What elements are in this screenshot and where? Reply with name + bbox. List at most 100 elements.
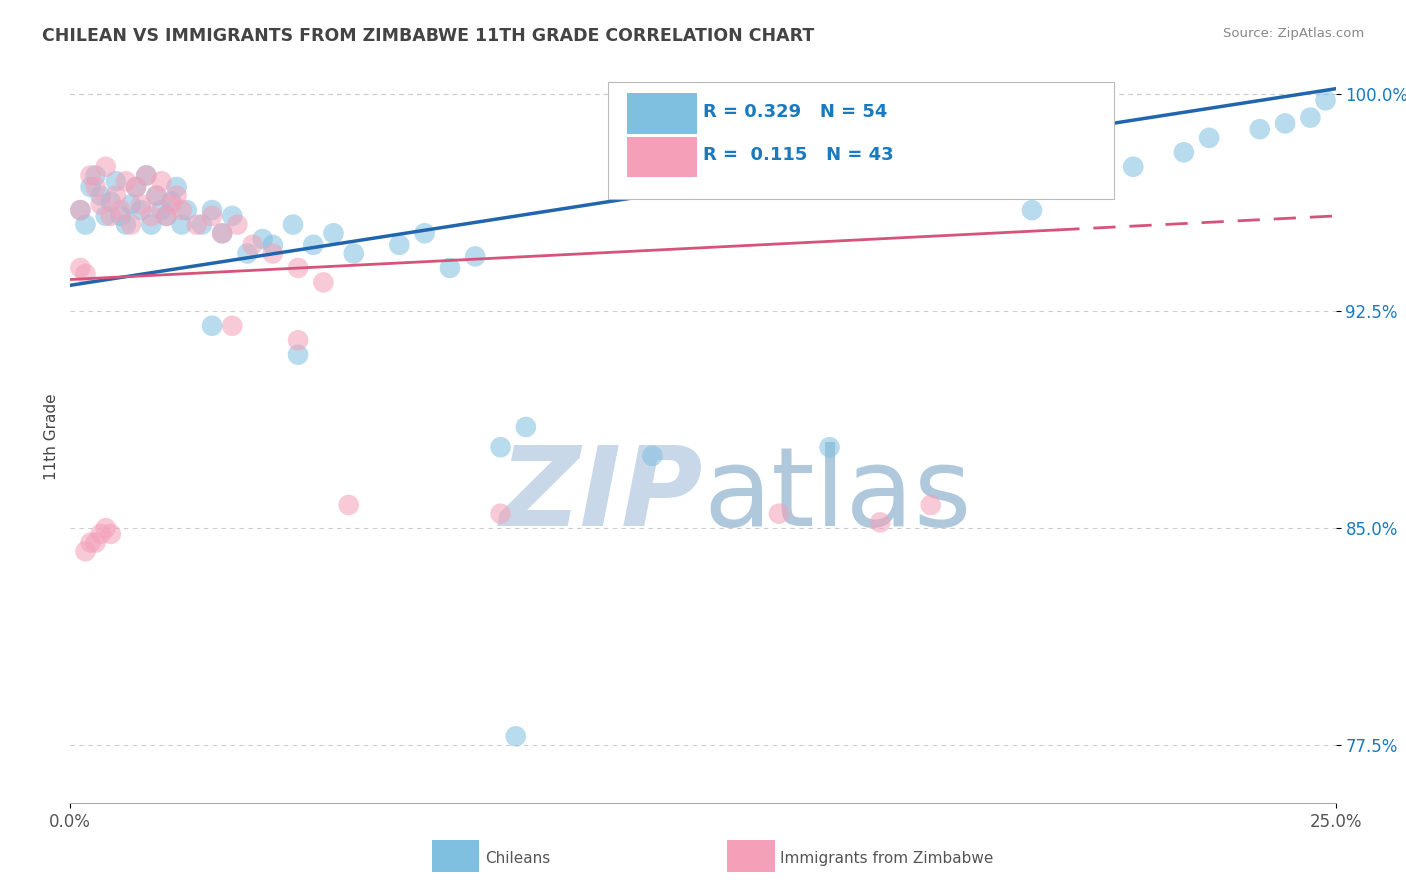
Point xyxy=(155,209,177,223)
Point xyxy=(322,227,344,241)
Point xyxy=(125,180,148,194)
Text: CHILEAN VS IMMIGRANTS FROM ZIMBABWE 11TH GRADE CORRELATION CHART: CHILEAN VS IMMIGRANTS FROM ZIMBABWE 11TH… xyxy=(42,27,814,45)
Point xyxy=(115,218,138,232)
Point xyxy=(69,260,91,275)
Point xyxy=(1071,174,1094,188)
Point xyxy=(221,318,243,333)
Point xyxy=(150,203,173,218)
FancyBboxPatch shape xyxy=(609,82,1114,200)
Point xyxy=(75,544,97,558)
Text: R = 0.329   N = 54: R = 0.329 N = 54 xyxy=(703,103,887,120)
Point xyxy=(287,348,309,362)
Point xyxy=(191,218,214,232)
Point xyxy=(252,232,274,246)
Point xyxy=(84,169,107,183)
Text: ZIP: ZIP xyxy=(499,442,703,549)
Point xyxy=(1198,131,1220,145)
Point xyxy=(145,188,167,202)
Point xyxy=(155,209,177,223)
Point xyxy=(201,209,224,223)
Point xyxy=(869,516,891,530)
Point xyxy=(302,237,325,252)
Point xyxy=(125,180,148,194)
Point xyxy=(115,174,138,188)
Point xyxy=(1299,111,1322,125)
Point xyxy=(141,218,163,232)
Point xyxy=(104,188,127,202)
Point xyxy=(287,260,309,275)
Point xyxy=(818,440,841,454)
Point xyxy=(135,169,157,183)
Point xyxy=(211,227,233,241)
Point xyxy=(281,218,304,232)
Point xyxy=(104,174,127,188)
Point xyxy=(262,246,284,260)
Point xyxy=(141,209,163,223)
Point xyxy=(150,174,173,188)
Point xyxy=(94,160,117,174)
Point xyxy=(186,218,208,232)
Point xyxy=(413,227,436,241)
Point xyxy=(69,203,91,218)
Point xyxy=(337,498,360,512)
Point xyxy=(100,527,122,541)
Point xyxy=(489,440,512,454)
Point xyxy=(75,218,97,232)
Point xyxy=(100,209,122,223)
Point xyxy=(312,276,335,290)
Point xyxy=(768,507,790,521)
Point xyxy=(211,227,233,241)
Point xyxy=(221,209,243,223)
Point xyxy=(166,188,188,202)
FancyBboxPatch shape xyxy=(627,137,697,178)
Point xyxy=(201,318,224,333)
Text: Chileans: Chileans xyxy=(485,851,550,865)
Point xyxy=(129,203,152,218)
Point xyxy=(160,197,183,211)
Point xyxy=(439,260,461,275)
Point xyxy=(1021,203,1043,218)
Point xyxy=(505,729,527,743)
Point xyxy=(226,218,249,232)
Text: Source: ZipAtlas.com: Source: ZipAtlas.com xyxy=(1223,27,1364,40)
Point xyxy=(920,498,942,512)
Point xyxy=(100,194,122,209)
Point xyxy=(236,246,259,260)
Point xyxy=(79,535,101,549)
Point xyxy=(110,203,132,218)
Point xyxy=(94,209,117,223)
Point xyxy=(79,169,101,183)
Point xyxy=(75,267,97,281)
Point xyxy=(388,237,411,252)
Point xyxy=(343,246,366,260)
Text: R =  0.115   N = 43: R = 0.115 N = 43 xyxy=(703,146,894,164)
Point xyxy=(515,420,537,434)
Point xyxy=(129,197,152,211)
Point xyxy=(90,188,112,202)
Point xyxy=(489,507,512,521)
Point xyxy=(1122,160,1144,174)
Point xyxy=(79,180,101,194)
Point xyxy=(120,197,142,211)
Point xyxy=(242,237,264,252)
Point xyxy=(201,203,224,218)
Point xyxy=(120,218,142,232)
Point xyxy=(94,521,117,535)
Point xyxy=(160,194,183,209)
Point xyxy=(1173,145,1195,160)
Point xyxy=(135,169,157,183)
Point xyxy=(1274,116,1296,130)
Point xyxy=(110,209,132,223)
Point xyxy=(84,180,107,194)
Y-axis label: 11th Grade: 11th Grade xyxy=(44,393,59,481)
Point xyxy=(84,535,107,549)
Point xyxy=(170,218,193,232)
Point xyxy=(166,180,188,194)
Point xyxy=(170,203,193,218)
Point xyxy=(90,527,112,541)
Point xyxy=(287,333,309,347)
Point xyxy=(464,249,486,263)
Point xyxy=(262,237,284,252)
Point xyxy=(145,188,167,202)
Text: atlas: atlas xyxy=(703,442,972,549)
